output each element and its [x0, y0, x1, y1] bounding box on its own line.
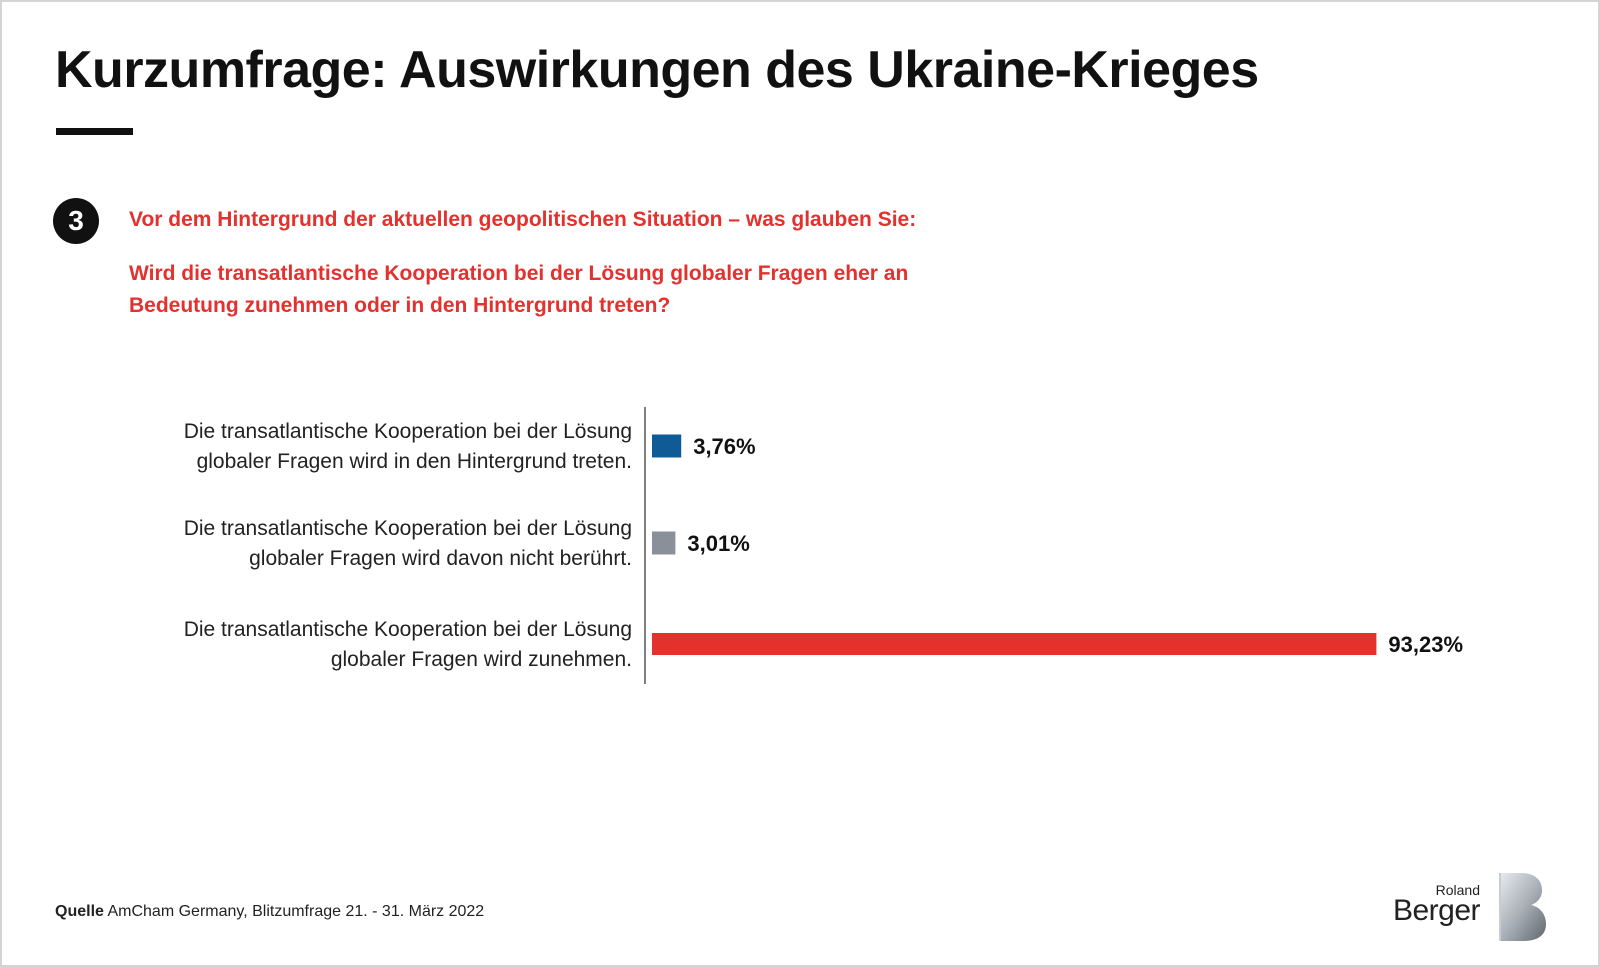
- source-label: Quelle: [55, 903, 104, 920]
- bar-value-label-0: 3,76%: [693, 434, 755, 459]
- title-underline: [56, 128, 133, 135]
- logo-line2: Berger: [1392, 894, 1481, 927]
- category-label-2-line-1: globaler Fragen wird zunehmen.: [331, 648, 632, 671]
- question-number-badge: 3: [53, 198, 99, 244]
- question-text: Wird die transatlantische Kooperation be…: [129, 262, 909, 317]
- source-note: Quelle AmCham Germany, Blitzumfrage 21. …: [55, 903, 484, 921]
- roland-berger-logo: Roland Berger: [1392, 867, 1552, 947]
- bar-0: [652, 434, 682, 458]
- bar-value-label-2: 93,23%: [1388, 632, 1463, 657]
- bar-2: [652, 633, 1377, 655]
- category-label-1-line-0: Die transatlantische Kooperation bei der…: [184, 517, 632, 540]
- page-title: Kurzumfrage: Auswirkungen des Ukraine-Kr…: [55, 41, 1259, 99]
- category-label-0-line-0: Die transatlantische Kooperation bei der…: [184, 420, 632, 443]
- category-label-1-line-1: globaler Fragen wird davon nicht berührt…: [249, 547, 632, 570]
- question-intro: Vor dem Hintergrund der aktuellen geopol…: [129, 208, 917, 231]
- logo-line1: Roland: [1435, 882, 1480, 898]
- category-label-0-line-1: globaler Fragen wird in den Hintergrund …: [197, 450, 632, 473]
- source-text: AmCham Germany, Blitzumfrage 21. - 31. M…: [107, 903, 485, 920]
- bar-value-label-1: 3,01%: [687, 531, 749, 556]
- bar-1: [652, 531, 676, 555]
- category-label-2-line-0: Die transatlantische Kooperation bei der…: [184, 618, 632, 641]
- logo-b-mark-icon: [1499, 873, 1546, 941]
